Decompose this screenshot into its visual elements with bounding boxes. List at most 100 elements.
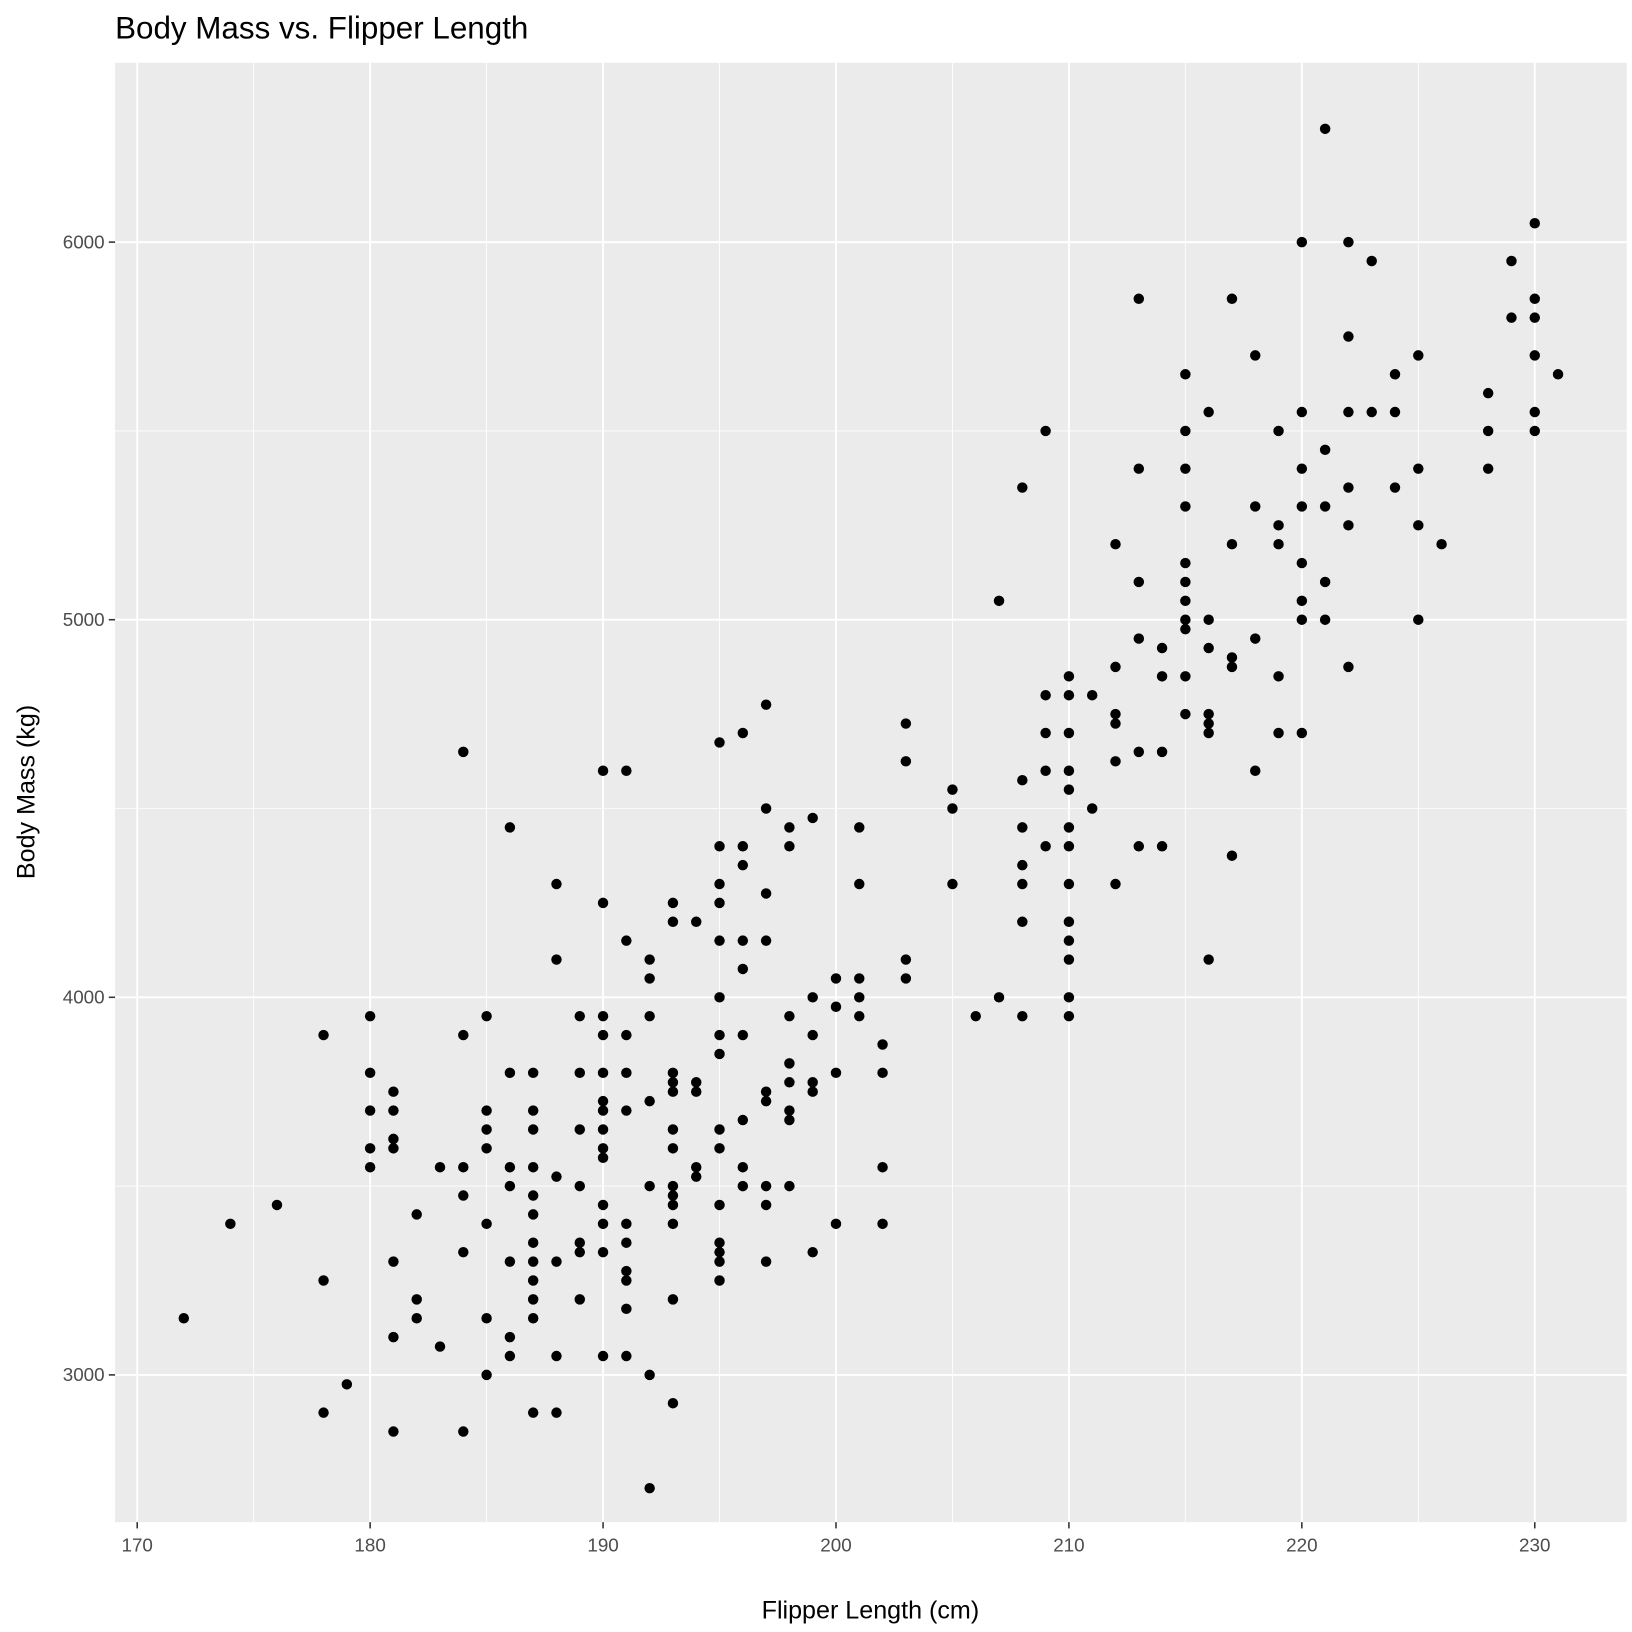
point: [1319, 576, 1331, 588]
point: [947, 803, 958, 814]
point: [690, 916, 702, 928]
point: [854, 822, 865, 833]
point: [760, 1095, 772, 1107]
point: [877, 1161, 888, 1173]
x-tick-label: 210: [1053, 1534, 1084, 1555]
point: [551, 878, 562, 890]
point: [667, 1067, 679, 1079]
point: [1017, 774, 1028, 786]
point: [830, 1001, 842, 1012]
point: [667, 1124, 679, 1135]
point: [807, 812, 818, 824]
plot-panel: [115, 62, 1627, 1523]
point: [1017, 916, 1028, 928]
point: [621, 1105, 632, 1116]
point: [1180, 557, 1191, 569]
point: [1343, 520, 1354, 531]
point: [760, 935, 772, 946]
point: [714, 1246, 725, 1258]
point: [737, 841, 749, 852]
point: [1250, 350, 1261, 361]
point: [1482, 463, 1494, 474]
point: [1413, 350, 1424, 361]
point: [1273, 671, 1284, 682]
point: [458, 1426, 469, 1437]
point: [1343, 331, 1354, 342]
point: [1133, 746, 1145, 758]
point: [667, 1199, 679, 1211]
point: [1110, 756, 1121, 767]
x-tick-label: 200: [820, 1534, 851, 1555]
point: [388, 1256, 399, 1267]
point: [807, 1246, 818, 1258]
point: [527, 1407, 539, 1418]
point: [621, 765, 632, 776]
point: [830, 973, 842, 984]
point: [644, 973, 655, 984]
point: [1389, 406, 1401, 418]
point: [504, 822, 516, 833]
point: [551, 1256, 562, 1267]
point: [1180, 576, 1191, 588]
point: [1040, 841, 1051, 852]
point: [877, 1039, 888, 1050]
point: [364, 1143, 376, 1154]
point: [574, 1180, 585, 1192]
point: [458, 1190, 469, 1201]
point: [1203, 642, 1214, 654]
point: [737, 859, 749, 871]
chart-title: Body Mass vs. Flipper Length: [115, 11, 528, 46]
point: [1180, 369, 1191, 380]
point: [1086, 690, 1098, 701]
point: [737, 1180, 749, 1192]
point: [807, 1077, 818, 1088]
point: [1529, 406, 1540, 418]
point: [1343, 661, 1354, 673]
point: [388, 1143, 399, 1154]
point: [1063, 1010, 1075, 1022]
point: [1040, 727, 1051, 739]
point: [1529, 350, 1540, 361]
point: [690, 1171, 702, 1182]
point: [1110, 708, 1121, 720]
point: [551, 1171, 562, 1182]
point: [737, 1114, 749, 1126]
point: [1319, 614, 1331, 625]
point: [551, 954, 562, 965]
point: [1250, 765, 1261, 776]
point: [947, 878, 958, 890]
point: [667, 1143, 679, 1154]
point: [527, 1105, 539, 1116]
point: [760, 888, 772, 899]
point: [1063, 935, 1075, 946]
point: [527, 1190, 539, 1201]
y-axis-title: Body Mass (kg): [13, 705, 41, 879]
point: [690, 1161, 702, 1173]
point: [993, 992, 1005, 1003]
point: [271, 1199, 283, 1211]
point: [1133, 576, 1145, 588]
point: [1017, 822, 1028, 833]
point: [947, 784, 958, 795]
point: [1110, 718, 1121, 729]
point: [854, 878, 865, 890]
point: [597, 1029, 609, 1041]
point: [714, 1256, 725, 1267]
point: [807, 992, 818, 1003]
point: [784, 1010, 795, 1022]
point: [551, 1350, 562, 1362]
point: [1226, 538, 1238, 550]
point: [1017, 859, 1028, 871]
point: [597, 1152, 609, 1164]
point: [597, 1105, 609, 1116]
point: [1203, 727, 1214, 739]
point: [807, 1086, 818, 1097]
point: [1017, 878, 1028, 890]
point: [364, 1161, 376, 1173]
point: [714, 1124, 725, 1135]
point: [760, 1180, 772, 1192]
point: [690, 1086, 702, 1097]
point: [854, 973, 865, 984]
point: [1296, 727, 1308, 739]
point: [1040, 765, 1051, 776]
